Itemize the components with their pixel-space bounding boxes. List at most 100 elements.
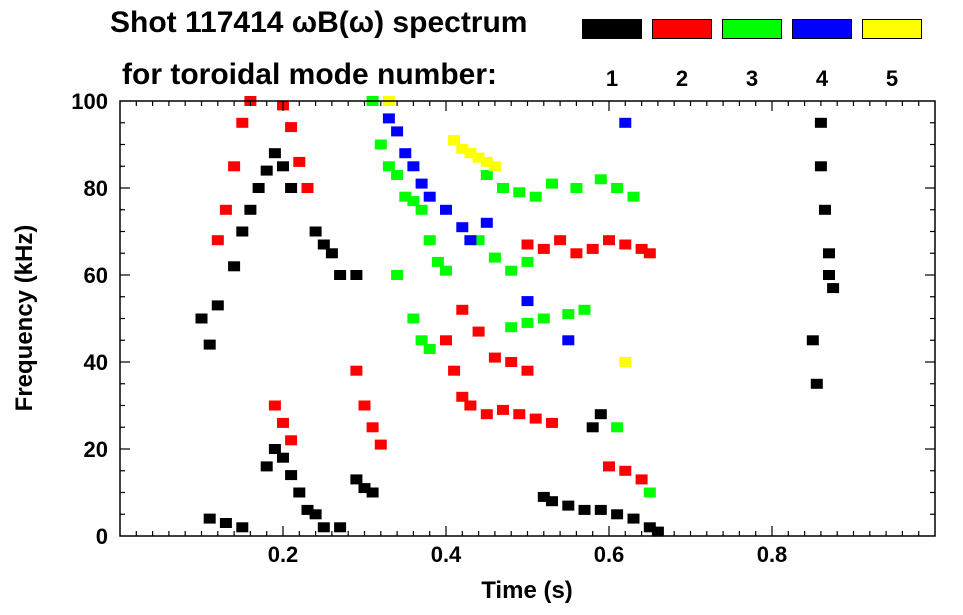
spectrum-point [521,296,534,307]
x-axis-label: Time (s) [481,577,573,604]
legend-swatch-mode-4 [792,19,852,39]
spectrum-point [554,235,567,246]
spectrum-point [268,444,281,454]
spectrum-point [399,191,412,202]
spectrum-point [480,170,493,180]
spectrum-point [594,174,607,185]
spectrum-point [407,313,420,324]
spectrum-point [244,204,257,215]
spectrum-point [309,226,322,237]
spectrum-point [277,452,289,463]
spectrum-point [285,183,298,193]
spectrum-point [513,409,526,420]
spectrum-point [827,283,840,294]
spectrum-point [350,270,363,280]
spectrum-point [407,196,420,207]
x-tick-label: 0.4 [431,542,462,567]
spectrum-point [382,113,395,124]
spectrum-point [374,139,387,150]
spectrum-point [472,152,485,163]
spectrum-point [611,183,624,193]
spectrum-point [268,148,281,159]
spectrum-point [537,491,550,502]
series-mode-1 [195,117,840,537]
spectrum-point [570,248,583,259]
spectrum-point [423,344,436,354]
spectrum-point [260,165,273,176]
spectrum-point [440,265,452,276]
spectrum-point [603,461,615,472]
spectrum-point [440,204,452,215]
spectrum-point [423,235,436,246]
ticks-layer: 0.2 0.4 0.6 0.8 0 20 40 60 80 100 [71,89,935,567]
legend-swatch-mode-3 [722,19,782,39]
spectrum-point [513,187,526,198]
spectrum-point [293,156,306,167]
spectrum-point [480,156,493,167]
legend-swatch-mode-5 [862,19,922,39]
spectrum-point [456,304,469,315]
spectrum-point [594,504,607,515]
spectrum-point [415,204,428,215]
y-tick-label: 40 [84,350,108,375]
spectrum-point [814,161,827,172]
spectrum-point [415,335,428,346]
spectrum-point [317,522,330,533]
spectrum-point [293,487,306,498]
spectrum-point [619,117,632,128]
spectrum-point [448,135,461,146]
spectrum-point [236,522,249,533]
spectrum-point [464,148,477,159]
spectrum-point [309,509,322,520]
y-tick-label: 60 [84,263,108,288]
spectrum-point [464,235,477,246]
spectrum-point [236,117,249,128]
spectrum-point [611,509,624,520]
spectrum-point [627,513,640,524]
y-tick-label: 100 [71,89,108,114]
spectrum-point [456,222,469,233]
spectrum-point [228,161,241,172]
spectrum-point [497,183,509,193]
spectrum-point [228,261,241,272]
spectrum-point [195,313,208,324]
y-tick-label: 80 [84,176,108,201]
spectrum-point [594,409,607,420]
spectrum-point [358,400,371,411]
spectrum-point [415,178,428,189]
spectrum-point [643,248,656,259]
spectrum-point [268,400,281,411]
spectrum-point [635,243,648,254]
spectrum-point [301,183,314,193]
spectrum-point [285,470,298,481]
spectrum-point [497,404,509,415]
spectrum-point [570,183,583,193]
series-mode-4 [382,113,632,346]
spectrum-point [806,335,819,346]
spectrum-point [586,243,599,254]
spectrum-point [480,217,493,228]
spectrum-point [277,417,289,428]
spectrum-point [562,335,575,346]
legend-swatch-mode-1 [582,19,642,39]
spectrum-point [505,357,518,367]
spectrum-point [562,500,575,511]
spectrum-point [334,522,347,533]
y-tick-label: 20 [84,437,108,462]
spectrum-point [350,474,363,485]
spectrum-point [219,518,232,528]
spectrum-point [480,409,493,420]
spectrum-point [448,365,461,376]
spectrum-point [611,422,624,433]
spectrum-point [252,183,265,193]
spectrum-point [334,270,347,280]
spectrum-point [578,504,591,515]
spectrum-point [399,148,412,159]
spectrum-point [260,461,273,472]
spectrum-point [366,487,379,498]
x-tick-label: 0.2 [268,542,299,567]
spectrum-point [635,474,648,485]
spectrum-point [488,161,501,172]
spectrum-point [586,422,599,433]
